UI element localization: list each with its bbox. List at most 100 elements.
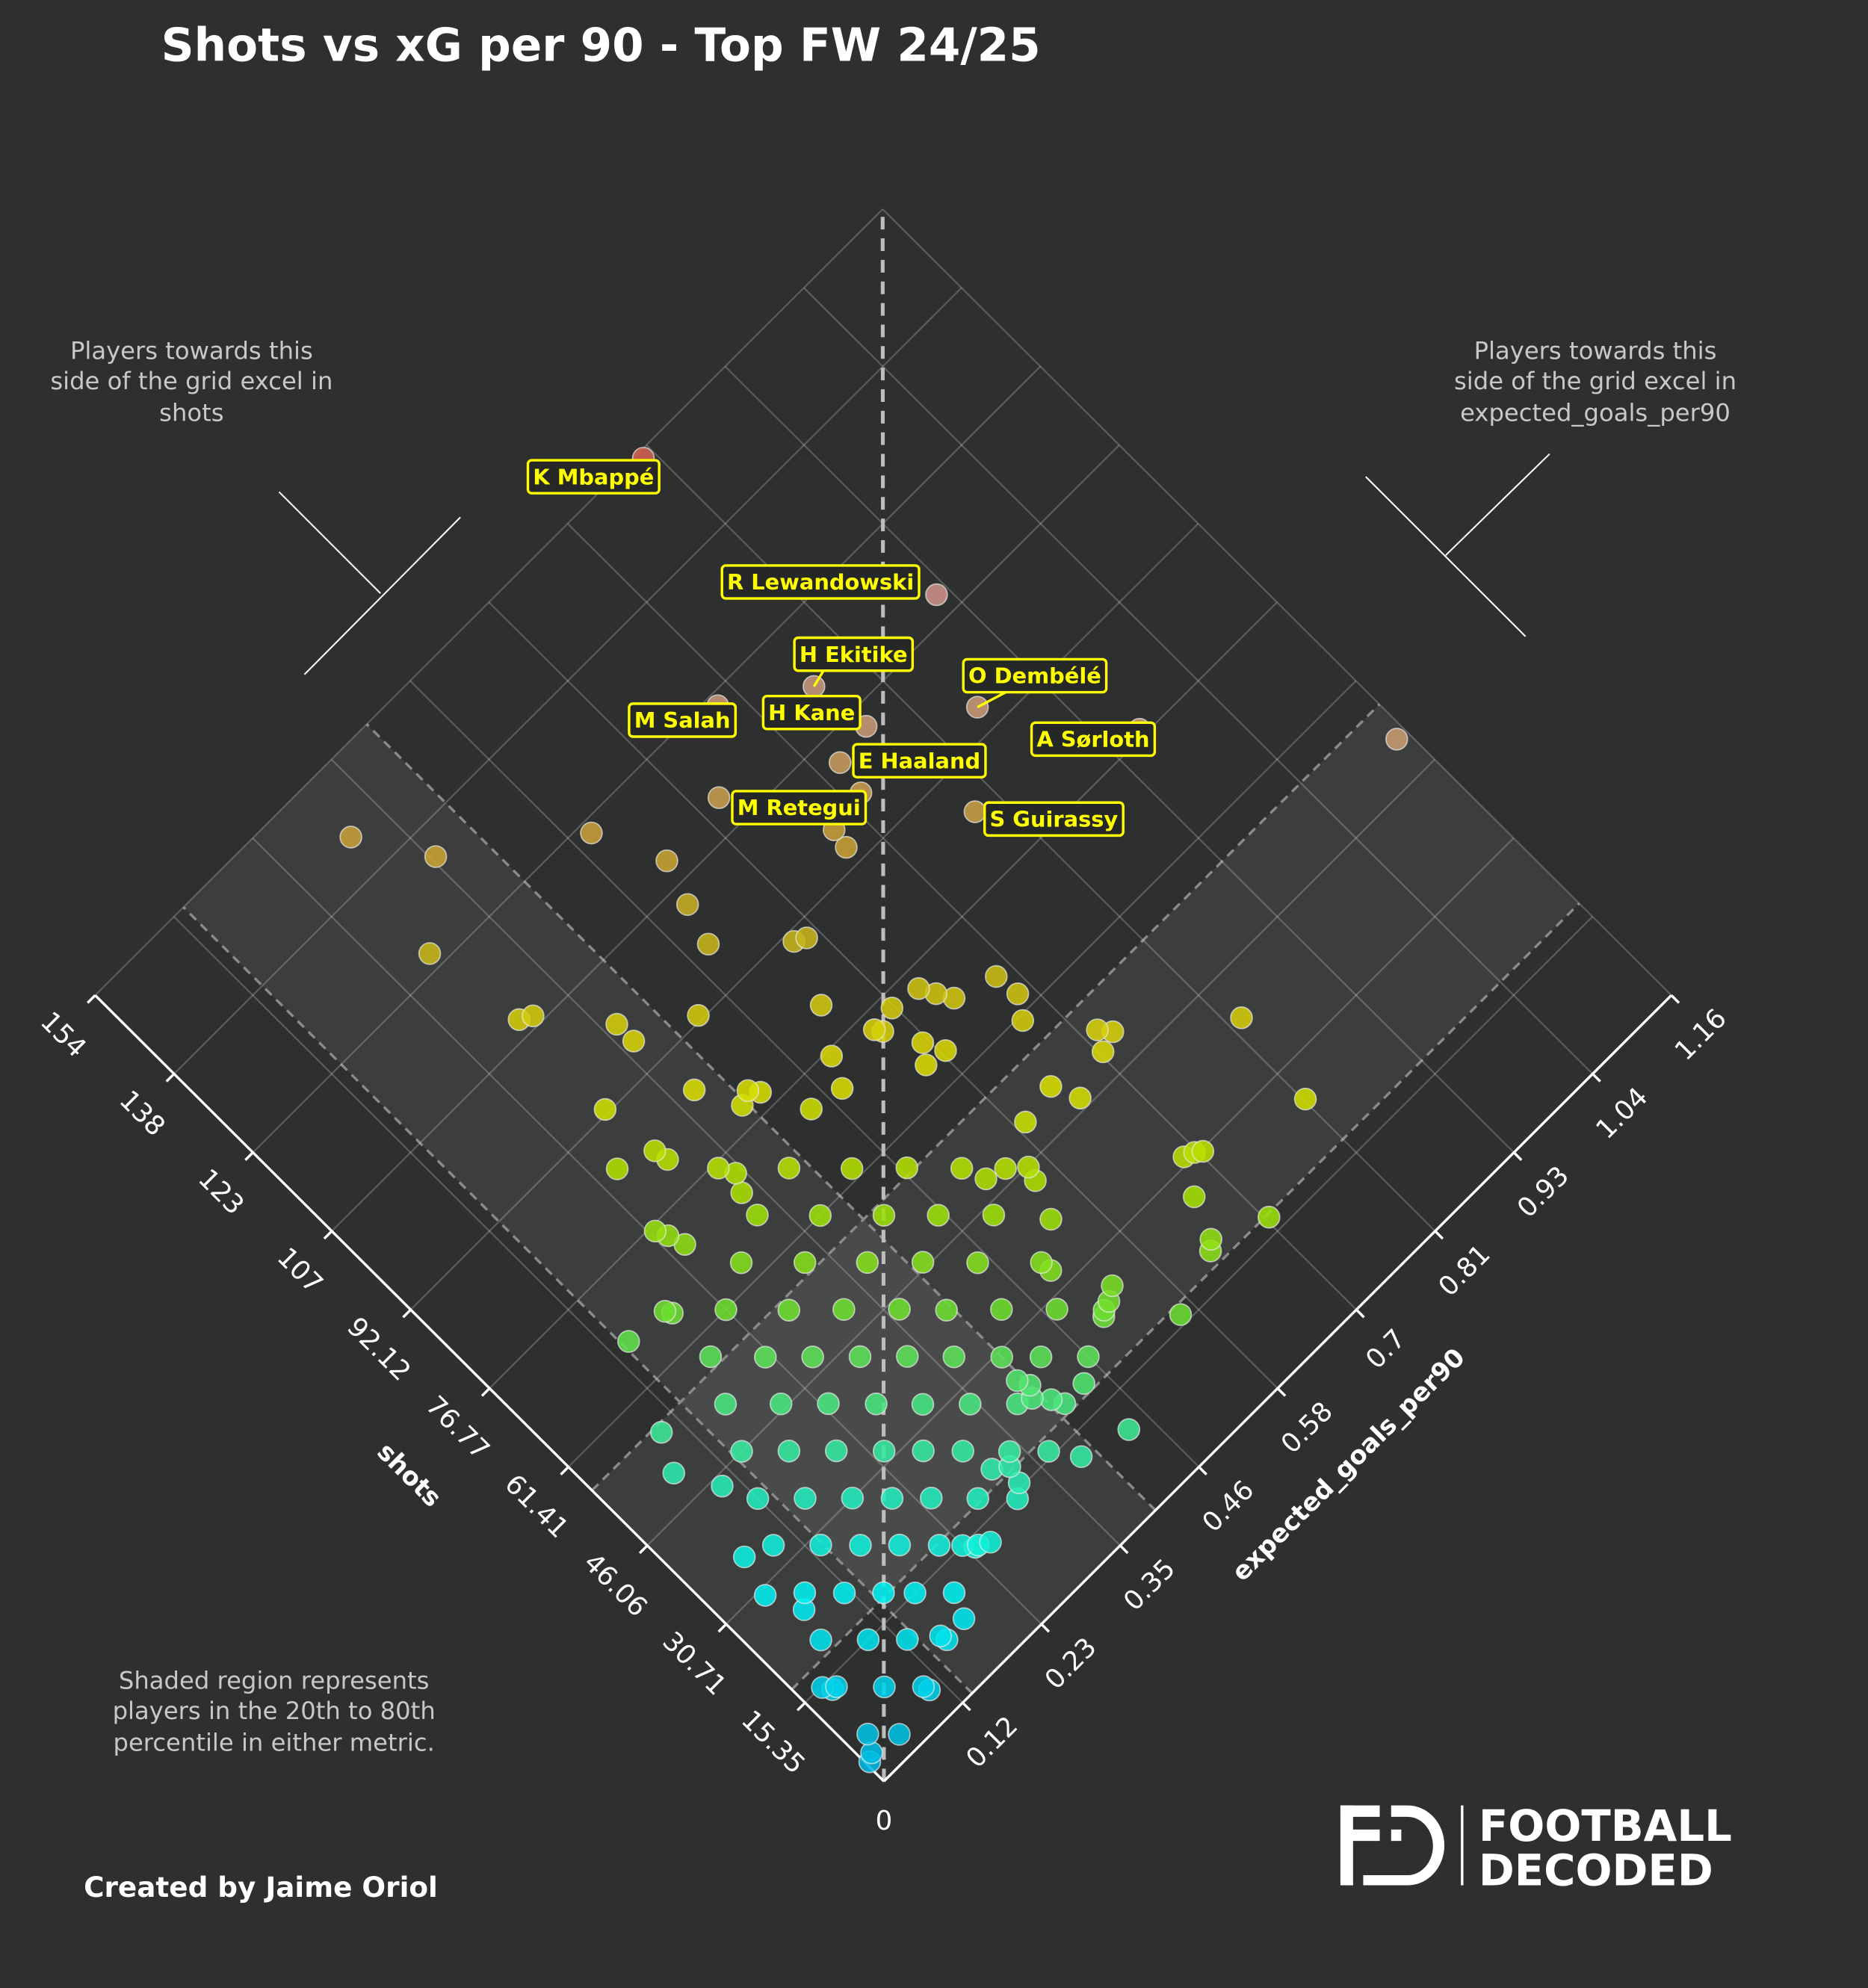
scatter-point	[1037, 1440, 1060, 1463]
right-note: Players towards this side of the grid ex…	[1454, 336, 1736, 427]
scatter-point	[1191, 1139, 1215, 1163]
scatter-point	[966, 1487, 990, 1511]
grid-line-xg	[409, 680, 1200, 1468]
grid-line-shots	[804, 916, 1594, 1703]
scatter-point	[1086, 1018, 1109, 1041]
scatter-point	[994, 1156, 1017, 1180]
player-label-text: H Kane	[768, 700, 855, 725]
player-label-text: O Dembélé	[968, 663, 1101, 689]
player-label: S Guirassy	[983, 801, 1125, 837]
scatter-point	[732, 1545, 756, 1569]
grid-line-xg	[724, 365, 1515, 1154]
scatter-point	[736, 1079, 760, 1103]
shots-tick-mark	[165, 1073, 176, 1083]
scatter-point	[912, 1675, 935, 1698]
player-label: E Haaland	[852, 743, 987, 778]
credit-text: Created by Jaime Oriol	[84, 1871, 438, 1904]
scatter-point	[699, 1345, 723, 1369]
xg-tick-mark	[1198, 1466, 1207, 1475]
scatter-point	[800, 1097, 823, 1121]
left-marker-line-2	[303, 516, 461, 675]
scatter-point	[841, 1486, 865, 1510]
scatter-point	[1385, 728, 1408, 751]
shaded-note-line-2: players in the 20th to 80th	[113, 1697, 436, 1725]
player-label-box	[761, 694, 862, 731]
right-note-line-1: Players towards this	[1474, 336, 1717, 365]
scatter-point	[895, 1156, 919, 1180]
scatter-point	[777, 1156, 801, 1180]
scatter-point	[903, 1581, 927, 1605]
scatter-point	[856, 1251, 879, 1275]
player-label-text: S Guirassy	[989, 806, 1118, 832]
scatter-point	[605, 1012, 628, 1036]
logo-line-1: FOOTBALL	[1479, 1800, 1732, 1851]
scatter-points	[339, 447, 1408, 1774]
band-boundary-line	[182, 906, 974, 1694]
scatter-point	[820, 1044, 844, 1068]
shots-tick-mark	[480, 1387, 491, 1397]
xg-tick-mark	[1040, 1623, 1051, 1633]
player-label: M Salah	[628, 702, 737, 738]
left-note-line-3: shots	[159, 398, 223, 427]
shots-tick-mark	[797, 1701, 806, 1712]
scatter-point	[1072, 1372, 1095, 1396]
xg-tick-mark	[1592, 1073, 1601, 1083]
shaded-note: Shaded region represents players in the …	[113, 1666, 436, 1756]
band-boundary-line	[791, 902, 1580, 1691]
scatter-point	[1029, 1345, 1053, 1369]
scatter-point	[888, 1298, 911, 1321]
scatter-point	[730, 1440, 753, 1463]
scatter-point	[929, 1624, 952, 1648]
player-label-text: M Retegui	[737, 795, 861, 820]
scatter-point	[896, 1628, 919, 1651]
left-marker-line-1	[278, 491, 381, 594]
scatter-point	[729, 1251, 753, 1275]
scatter-point	[809, 1628, 832, 1652]
scatter-point	[873, 1675, 896, 1699]
player-label: M Retegui	[731, 790, 867, 826]
scatter-point	[832, 1581, 856, 1605]
axes	[87, 994, 1680, 1783]
scatter-point	[1258, 1205, 1281, 1229]
player-label: H Kane	[761, 694, 862, 731]
scatter-point	[653, 1299, 677, 1323]
logo-line-2: DECODED	[1479, 1845, 1713, 1896]
xg-tick-mark	[1119, 1544, 1129, 1555]
scatter-point	[794, 1487, 817, 1510]
scatter-point	[809, 994, 833, 1017]
scatter-point	[856, 1628, 880, 1652]
scatter-point	[746, 1487, 770, 1511]
scatter-point	[418, 942, 442, 965]
scatter-point	[840, 1156, 864, 1180]
scatter-point	[830, 1077, 854, 1100]
scatter-point	[730, 1181, 753, 1204]
scatter-point	[912, 1439, 935, 1463]
scatter-point	[985, 964, 1008, 988]
player-label-box	[628, 702, 737, 738]
scatter-point	[848, 1345, 872, 1369]
scatter-point	[907, 976, 930, 1000]
player-label-text: K Mbappé	[533, 464, 654, 489]
scatter-point	[1017, 1155, 1040, 1179]
scatter-point	[1068, 1086, 1092, 1110]
scatter-point	[865, 1392, 888, 1416]
scatter-point	[862, 1018, 886, 1041]
grid-line-shots	[331, 444, 1120, 1232]
player-label: K Mbappé	[526, 459, 661, 495]
scatter-point	[911, 1393, 935, 1416]
player-label-text: E Haaland	[859, 748, 980, 773]
scatter-point	[1039, 1074, 1063, 1098]
right-marker-line-1	[1365, 476, 1527, 637]
scatter-point	[793, 1581, 817, 1605]
player-label: A Sørloth	[1030, 721, 1157, 758]
grid-line-shots	[567, 680, 1357, 1468]
scatter-point	[793, 1251, 817, 1275]
scatter-point	[795, 926, 818, 950]
shots-tick-mark	[638, 1544, 649, 1555]
scatter-point	[707, 786, 731, 809]
scatter-point	[761, 1534, 785, 1557]
scatter-point	[777, 1298, 801, 1322]
scatter-point	[966, 1251, 989, 1275]
scatter-point	[687, 1003, 710, 1027]
